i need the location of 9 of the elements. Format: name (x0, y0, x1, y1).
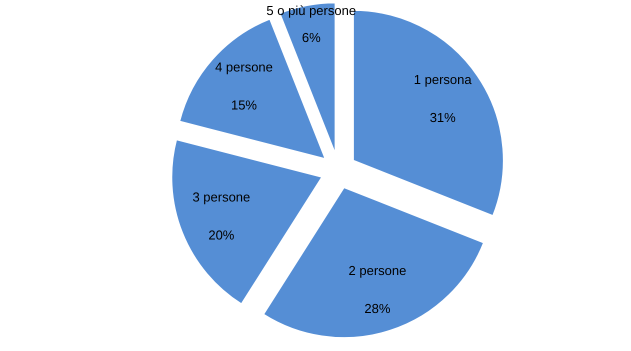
data-label: 28% (364, 300, 391, 316)
slice-label: 2 persone (348, 262, 406, 278)
slice-label: 3 persone (192, 189, 250, 204)
data-label: 6% (302, 30, 322, 46)
slice-label: 1 persona (414, 72, 472, 88)
data-label: 15% (230, 98, 258, 113)
data-label: 20% (208, 227, 235, 242)
data-label: 31% (430, 110, 456, 126)
slice-label: 4 persone (215, 60, 273, 75)
